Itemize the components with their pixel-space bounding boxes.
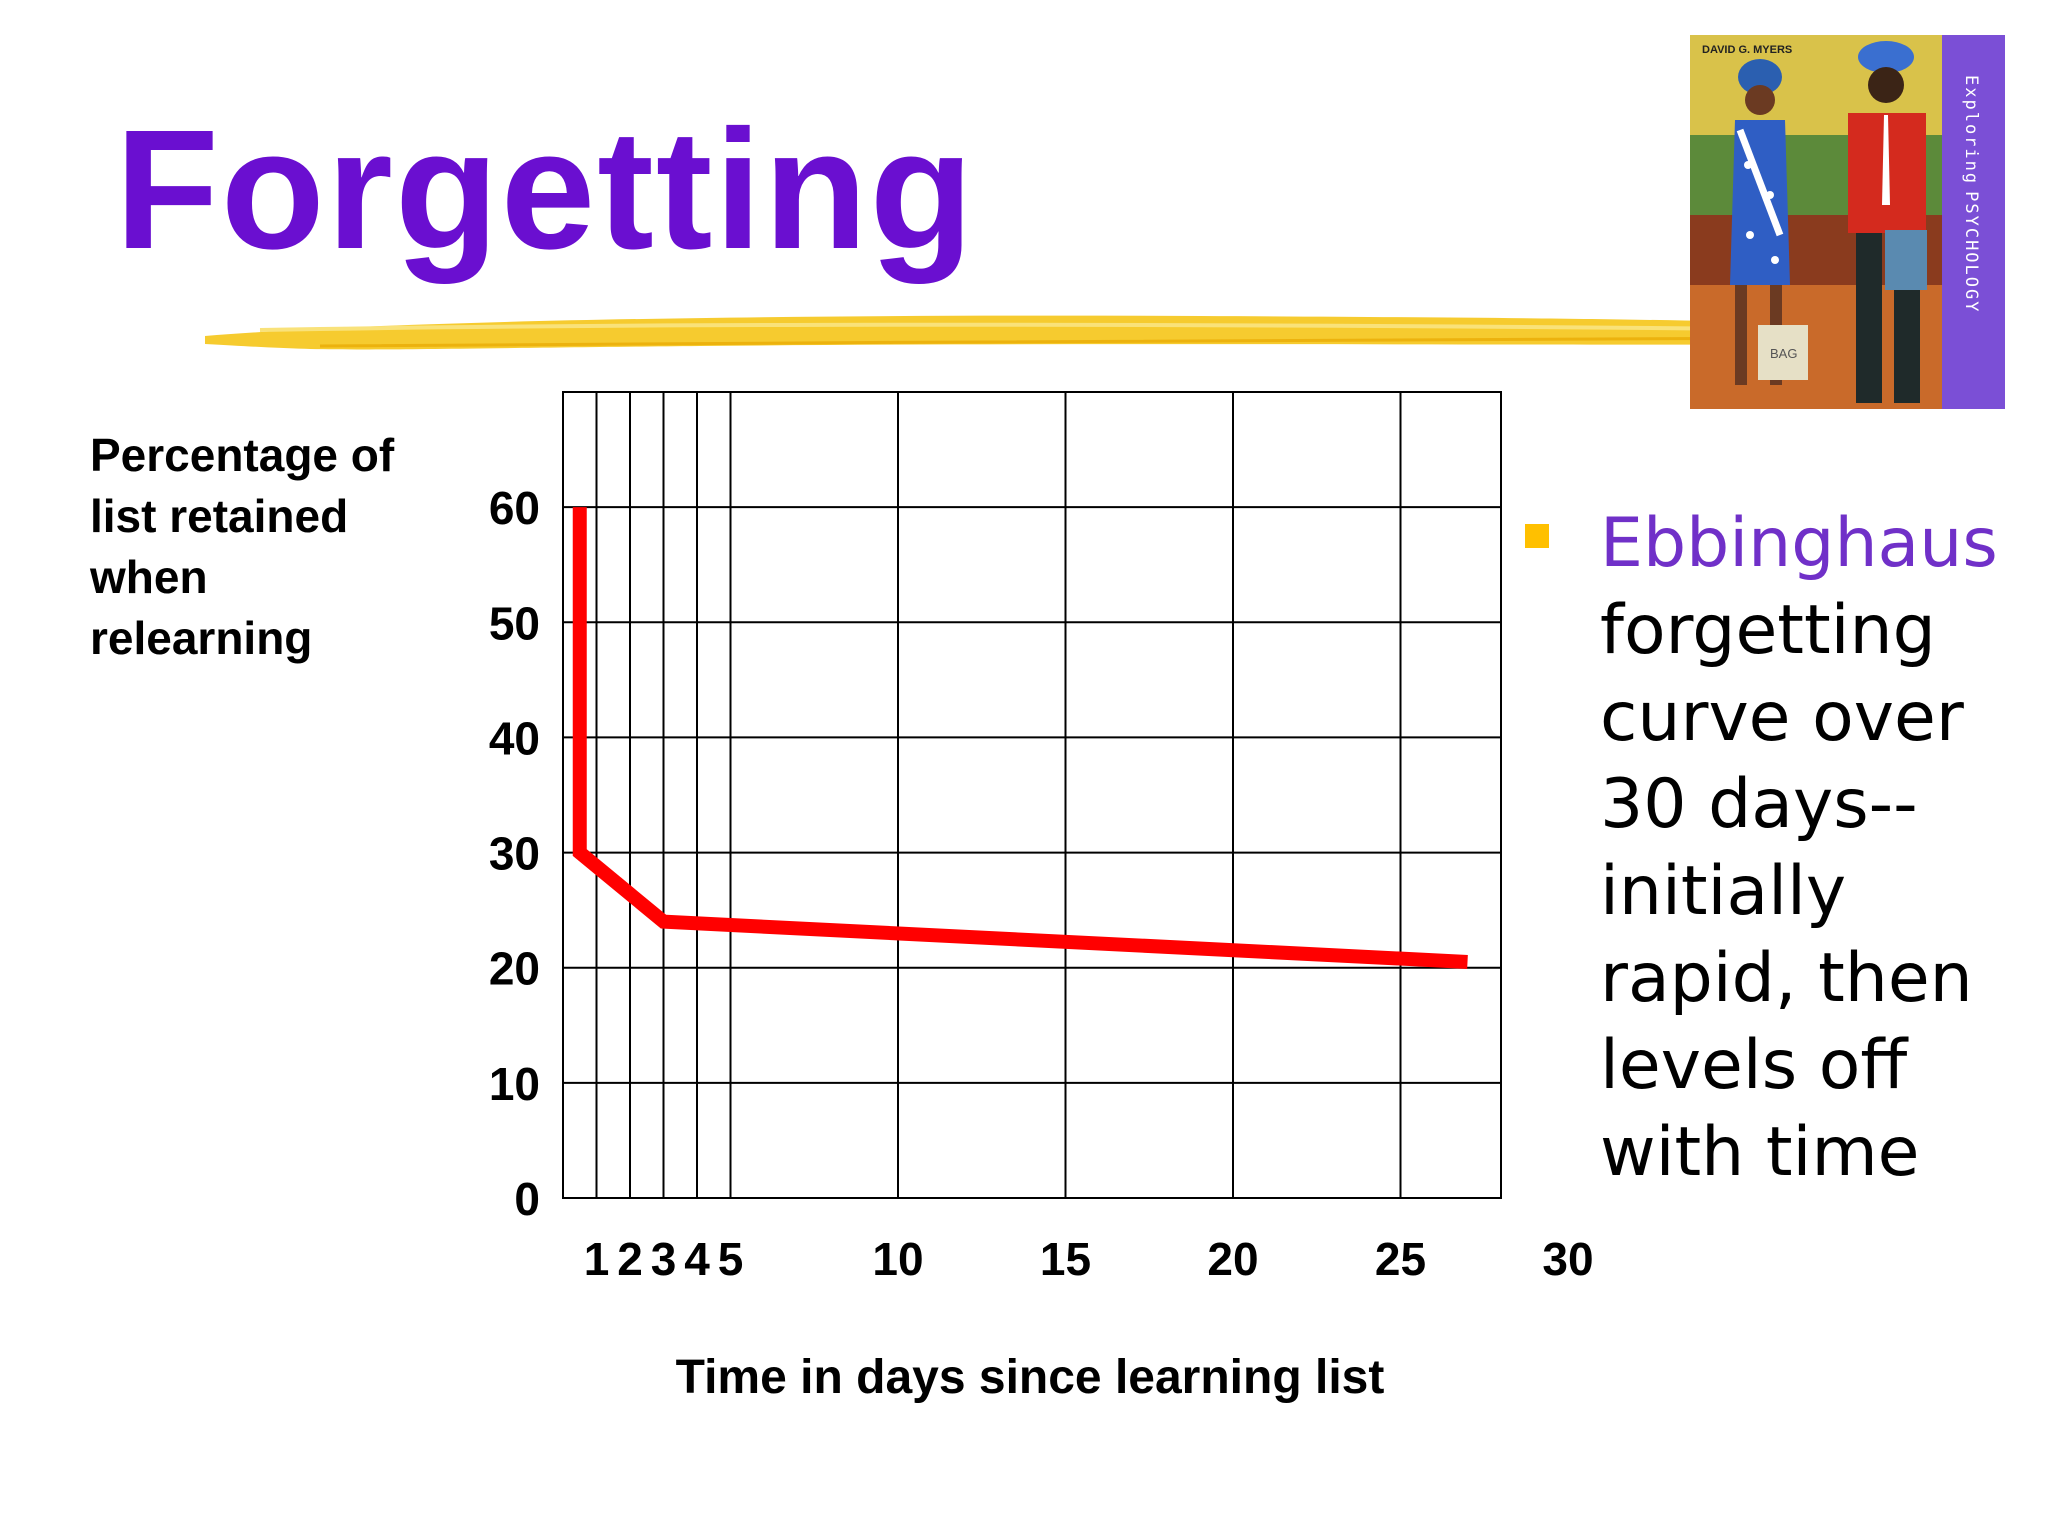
y-axis-label: Percentage of list retained when relearn…: [90, 429, 395, 664]
x-tick-labels: 1 2 3 4 5 10 15 20 25 30: [584, 1233, 1594, 1285]
y-tick-label-10: 10: [489, 1058, 540, 1110]
y-tick-label-60: 60: [489, 482, 540, 534]
x-tick-label-5: 5: [718, 1233, 744, 1285]
book-cover-spine-title: ExploringPSYCHOLOGY: [1961, 75, 1981, 313]
plot-frame: [562, 391, 1502, 1199]
y-tick-label-50: 50: [489, 597, 540, 649]
x-tick-label-10: 10: [872, 1233, 923, 1285]
y-tick-label-30: 30: [489, 828, 540, 880]
book-cover-author: DAVID G. MYERS: [1702, 44, 1792, 56]
y-tick-labels: 0 10 20 30 40 50 60: [489, 482, 540, 1225]
x-tick-label-1: 1: [584, 1233, 610, 1285]
x-tick-label-15: 15: [1040, 1233, 1091, 1285]
grid-horizontal-lines: [563, 506, 1501, 1084]
x-tick-label-3: 3: [651, 1233, 677, 1285]
grid-vertical-lines: [595, 392, 1402, 1198]
book-cover-image: DAVID G. MYERS ExploringPSYCHOLOGY BAG: [1690, 35, 2005, 409]
bullet-highlight: Ebbinghaus: [1600, 504, 1998, 583]
series-layer: [572, 507, 1468, 969]
x-axis-label: Time in days since learning list: [675, 1351, 1385, 1404]
series-line-0: [572, 507, 1468, 969]
bullet-marker: [1525, 524, 1549, 548]
title-underline-stroke: [205, 315, 1895, 350]
y-tick-label-20: 20: [489, 943, 540, 995]
x-tick-label-4: 4: [684, 1233, 710, 1285]
slide-title: Forgetting: [115, 95, 976, 285]
x-tick-label-20: 20: [1207, 1233, 1258, 1285]
y-tick-label-0: 0: [514, 1173, 540, 1225]
x-tick-label-25: 25: [1375, 1233, 1426, 1285]
bag-label: BAG: [1770, 346, 1797, 361]
y-tick-label-40: 40: [489, 712, 540, 764]
bullet-text: Ebbinghaus forgetting curve over 30 days-…: [1600, 500, 2040, 1196]
bullet-rest: forgetting curve over 30 days--initially…: [1600, 591, 1973, 1192]
x-tick-label-30: 30: [1542, 1233, 1593, 1285]
x-tick-label-2: 2: [617, 1233, 643, 1285]
